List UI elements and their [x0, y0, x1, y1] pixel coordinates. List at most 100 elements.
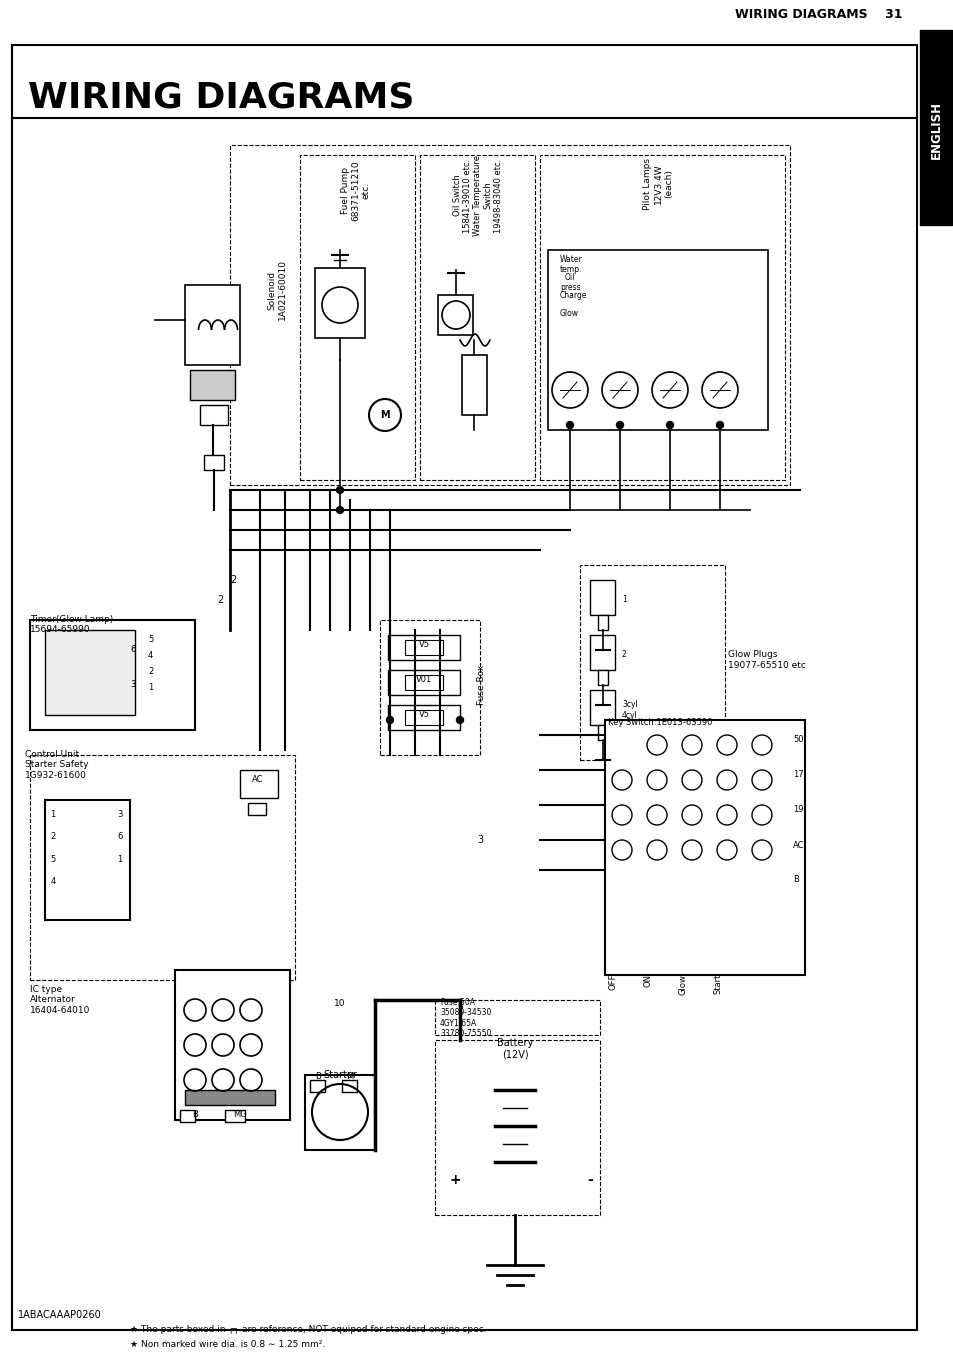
Text: 50: 50 — [792, 735, 802, 745]
Text: 2: 2 — [51, 833, 55, 841]
Text: 3: 3 — [130, 680, 135, 690]
Text: Oil Switch
15841-39010 etc.
Water Temperature
Switch
19498-83040 etc.: Oil Switch 15841-39010 etc. Water Temper… — [453, 155, 503, 237]
Text: V5: V5 — [418, 710, 429, 719]
Circle shape — [456, 717, 463, 723]
Bar — [437, 295, 473, 335]
Bar — [174, 969, 290, 1119]
Text: B: B — [314, 1072, 320, 1082]
Text: Glow: Glow — [678, 973, 687, 995]
Text: V01: V01 — [416, 675, 432, 684]
Text: 1ABACAAAP0260: 1ABACAAAP0260 — [18, 1310, 102, 1320]
Text: 6: 6 — [130, 645, 135, 654]
Circle shape — [566, 422, 573, 429]
Text: ENGLISH: ENGLISH — [928, 101, 942, 160]
Text: ★ Non marked wire dia. is 0.8 ∼ 1.25 mm².: ★ Non marked wire dia. is 0.8 ∼ 1.25 mm²… — [130, 1340, 325, 1349]
Text: 5: 5 — [148, 635, 153, 645]
Text: Pilot Lamps
12V3.4W
(each): Pilot Lamps 12V3.4W (each) — [642, 158, 672, 210]
Circle shape — [616, 422, 623, 429]
Text: WIRING DIAGRAMS    31: WIRING DIAGRAMS 31 — [734, 8, 902, 22]
Text: 3: 3 — [476, 836, 482, 845]
Text: V5: V5 — [418, 639, 429, 649]
Bar — [310, 1080, 325, 1092]
Bar — [190, 370, 234, 400]
Bar — [388, 704, 459, 730]
Text: Battery
(12V): Battery (12V) — [497, 1038, 533, 1060]
Text: ★ The parts boxed in ┌┐ are reference, NOT equiped for standard engine spec.: ★ The parts boxed in ┌┐ are reference, N… — [130, 1325, 486, 1334]
Bar — [598, 725, 607, 740]
Bar — [405, 675, 442, 690]
Text: 17: 17 — [792, 771, 802, 780]
Bar — [388, 635, 459, 660]
Text: -: - — [586, 1174, 592, 1187]
Bar — [230, 145, 789, 485]
Text: MG: MG — [233, 1110, 247, 1119]
Bar — [305, 1075, 375, 1151]
Bar — [248, 803, 266, 815]
Text: WIRING DIAGRAMS: WIRING DIAGRAMS — [28, 80, 414, 114]
Bar — [30, 621, 194, 730]
Bar — [379, 621, 479, 754]
Text: Fuel Pump
68371-51210
etc.: Fuel Pump 68371-51210 etc. — [341, 160, 371, 220]
Bar — [435, 1000, 599, 1036]
Bar — [604, 721, 804, 975]
Bar — [539, 155, 784, 480]
Text: Timer(Glow Lamp)
15694-65990: Timer(Glow Lamp) 15694-65990 — [30, 615, 113, 634]
Bar — [919, 30, 951, 224]
Bar — [341, 1080, 356, 1092]
Bar — [240, 771, 277, 798]
Bar — [299, 155, 415, 480]
Bar — [405, 710, 442, 725]
Text: Starter: Starter — [323, 1069, 356, 1080]
Text: Control Unit
Starter Safety
1G932-61600: Control Unit Starter Safety 1G932-61600 — [25, 750, 89, 780]
Text: 3cyl
4cyl: 3cyl 4cyl — [621, 700, 638, 719]
Text: +: + — [449, 1174, 460, 1187]
Text: Fuse:50A
35080-34530
4GY1:65A
33780-75550: Fuse:50A 35080-34530 4GY1:65A 33780-7555… — [439, 998, 491, 1038]
Circle shape — [716, 422, 722, 429]
Text: 2: 2 — [456, 1005, 462, 1015]
Text: OFF: OFF — [608, 973, 617, 991]
Text: IC type
Alternator
16404-64010: IC type Alternator 16404-64010 — [30, 986, 91, 1015]
Bar — [598, 615, 607, 630]
Text: 6: 6 — [117, 833, 123, 841]
Text: Glow Plugs
19077-65510 etc: Glow Plugs 19077-65510 etc — [727, 650, 805, 669]
Text: ON: ON — [643, 973, 652, 987]
Bar — [589, 580, 615, 615]
Bar — [435, 1040, 599, 1215]
Text: 1: 1 — [621, 595, 626, 604]
Text: 1: 1 — [148, 684, 153, 692]
Bar — [30, 754, 294, 980]
Circle shape — [336, 487, 343, 493]
Bar — [589, 635, 615, 671]
Bar — [204, 456, 224, 470]
Text: 4: 4 — [148, 652, 153, 661]
Text: 1: 1 — [51, 810, 55, 819]
Text: Fuse Box: Fuse Box — [477, 665, 486, 706]
Bar — [461, 356, 486, 415]
Text: 5: 5 — [51, 854, 55, 864]
Text: 19: 19 — [792, 806, 802, 814]
Text: Glow: Glow — [559, 310, 578, 318]
Circle shape — [386, 717, 393, 723]
Text: AC: AC — [252, 776, 263, 784]
Text: 2: 2 — [621, 650, 626, 660]
Text: Solenoid
1A021-60010: Solenoid 1A021-60010 — [267, 260, 287, 320]
Text: B: B — [192, 1110, 197, 1119]
Text: AC: AC — [792, 841, 803, 849]
Text: 3: 3 — [117, 810, 123, 819]
Bar — [589, 690, 615, 725]
Bar — [314, 268, 365, 338]
Text: Start: Start — [713, 973, 721, 994]
Text: M: M — [346, 1072, 354, 1082]
Bar — [225, 1110, 245, 1122]
Bar — [45, 630, 135, 715]
Bar — [579, 565, 724, 760]
Circle shape — [666, 422, 673, 429]
Text: B: B — [792, 876, 798, 884]
Bar — [598, 671, 607, 685]
Text: 1: 1 — [117, 854, 123, 864]
Text: 10: 10 — [334, 999, 345, 1007]
Bar — [45, 800, 130, 919]
Text: M: M — [380, 410, 390, 420]
Text: Key Switch:1E013-63590: Key Switch:1E013-63590 — [607, 718, 712, 727]
Bar — [180, 1110, 194, 1122]
